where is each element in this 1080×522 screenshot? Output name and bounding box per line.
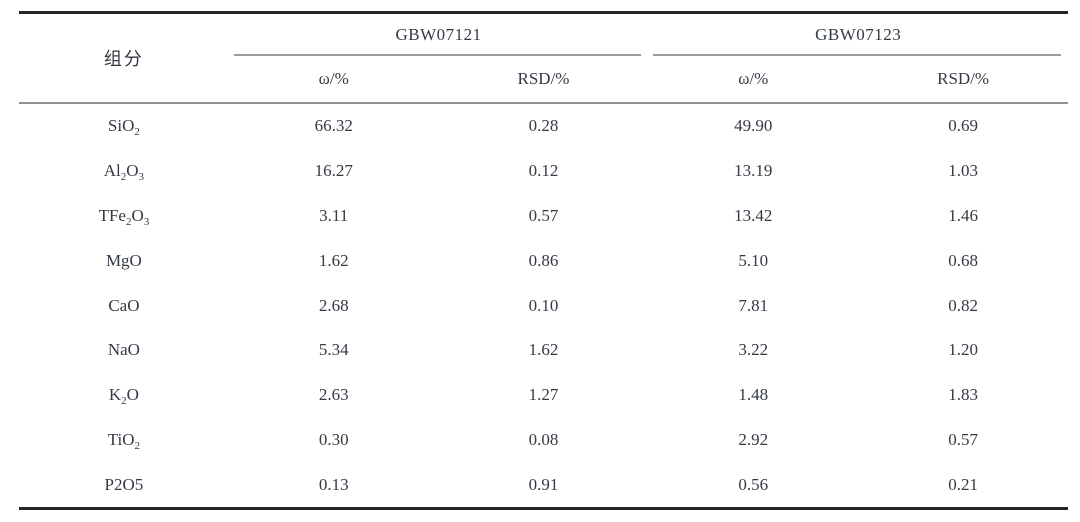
table-row: CaO 2.68 0.10 7.81 0.82	[19, 283, 1068, 328]
component-cell: Al2O3	[103, 161, 145, 184]
value-cell: 0.86	[528, 250, 559, 270]
value-cell: 1.83	[948, 385, 978, 405]
value-cell: 0.57	[948, 429, 978, 449]
table-row: NaO 5.34 1.62 3.22 1.20	[19, 328, 1068, 373]
value-cell: 16.27	[314, 161, 353, 181]
value-cell: 1.62	[528, 340, 559, 360]
table-body: SiO2 66.32 0.28 49.90 0.69 Al2O3 16.27 0.12 13.1…	[19, 103, 1068, 509]
value-cell: 0.08	[528, 429, 559, 449]
table-row: TFe2O3 3.11 0.57 13.42 1.46	[19, 194, 1068, 239]
composition-table: 组分 GBW07121 GBW07123 ω/% RSD/% ω/% RSD/%…	[19, 11, 1068, 511]
value-cell: 13.42	[734, 205, 773, 225]
value-cell: 0.12	[528, 161, 559, 181]
table-row: K2O 2.63 1.27 1.48 1.83	[19, 373, 1068, 418]
table-row: Al2O3 16.27 0.12 13.19 1.03	[19, 149, 1068, 194]
subcol-header-rsd-2: RSD/%	[858, 56, 1068, 104]
component-cell: TiO2	[107, 429, 141, 452]
value-cell: 3.11	[319, 205, 349, 225]
component-cell: P2O5	[104, 474, 144, 494]
value-cell: 7.81	[738, 295, 769, 315]
group-header-row: 组分 GBW07121 GBW07123	[19, 12, 1068, 104]
value-cell: 1.62	[318, 250, 349, 270]
subcol-header-omega-2: ω/%	[648, 56, 859, 104]
group-header-gbw07123: GBW07123	[648, 13, 1068, 57]
value-cell: 5.34	[318, 340, 349, 360]
component-cell: SiO2	[107, 116, 140, 139]
value-cell: 2.92	[738, 429, 769, 449]
value-cell: 0.28	[528, 116, 559, 136]
table-header: 组分 GBW07121 GBW07123 ω/% RSD/% ω/% RSD/%	[19, 12, 1068, 104]
group-header-gbw07121: GBW07121	[229, 13, 649, 57]
value-cell: 13.19	[734, 161, 773, 181]
subcol-header-rsd-1: RSD/%	[438, 56, 649, 104]
value-cell: 0.56	[738, 474, 769, 494]
table-row: MgO 1.62 0.86 5.10 0.68	[19, 238, 1068, 283]
sub-header-row: ω/% RSD/% ω/% RSD/%	[19, 56, 1068, 104]
component-cell: CaO	[108, 295, 140, 315]
table-row: SiO2 66.32 0.28 49.90 0.69	[19, 103, 1068, 149]
value-cell: 2.68	[318, 295, 349, 315]
value-cell: 49.90	[734, 116, 773, 136]
value-cell: 0.82	[948, 295, 978, 315]
value-cell: 3.22	[738, 340, 769, 360]
value-cell: 0.21	[948, 474, 978, 494]
value-cell: 2.63	[318, 385, 349, 405]
value-cell: 1.48	[738, 385, 769, 405]
value-cell: 0.69	[948, 116, 978, 136]
value-cell: 66.32	[314, 116, 353, 136]
component-cell: NaO	[107, 340, 140, 360]
table-row: TiO2 0.30 0.08 2.92 0.57	[19, 418, 1068, 463]
component-column-header: 组分	[19, 12, 229, 104]
value-cell: 0.68	[948, 250, 978, 270]
value-cell: 1.20	[948, 340, 978, 360]
value-cell: 0.10	[528, 295, 559, 315]
subcol-header-omega-1: ω/%	[228, 56, 439, 104]
component-cell: MgO	[105, 250, 142, 270]
value-cell: 0.57	[528, 205, 559, 225]
value-cell: 1.46	[948, 205, 978, 225]
table-row: P2O5 0.13 0.91 0.56 0.21	[19, 462, 1068, 508]
component-cell: K2O	[108, 385, 139, 408]
value-cell: 1.27	[528, 385, 559, 405]
component-cell: TFe2O3	[98, 205, 150, 228]
value-cell: 0.91	[528, 474, 559, 494]
value-cell: 5.10	[738, 250, 769, 270]
value-cell: 0.13	[318, 474, 349, 494]
value-cell: 1.03	[948, 161, 978, 181]
value-cell: 0.30	[318, 429, 349, 449]
